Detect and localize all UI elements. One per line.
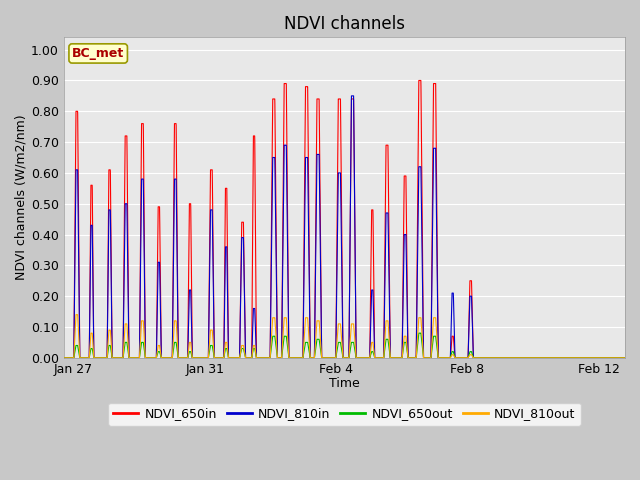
X-axis label: Time: Time <box>329 377 360 390</box>
Legend: NDVI_650in, NDVI_810in, NDVI_650out, NDVI_810out: NDVI_650in, NDVI_810in, NDVI_650out, NDV… <box>108 403 580 425</box>
Title: NDVI channels: NDVI channels <box>284 15 405 33</box>
Text: BC_met: BC_met <box>72 47 124 60</box>
Y-axis label: NDVI channels (W/m2/nm): NDVI channels (W/m2/nm) <box>15 115 28 280</box>
